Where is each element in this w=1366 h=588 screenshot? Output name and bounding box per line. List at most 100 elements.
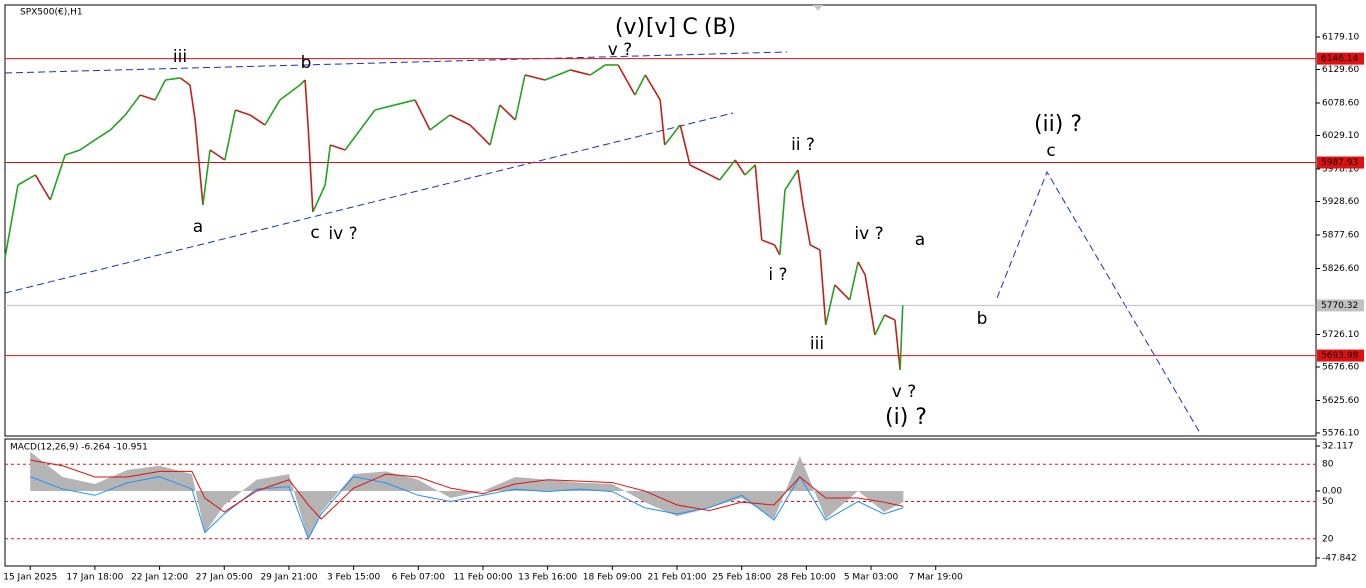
price-segment	[359, 109, 376, 131]
wave-label: a	[193, 217, 203, 237]
price-segment	[414, 99, 431, 131]
price-segment	[189, 84, 196, 121]
y-tick-label: 6129.60	[1322, 65, 1359, 75]
price-level-box	[1317, 52, 1364, 65]
price-segment	[499, 104, 516, 121]
price-segment	[394, 99, 416, 106]
y-tick-label: 6078.60	[1322, 98, 1359, 108]
price-segment	[589, 64, 606, 76]
y-tick-label: 5877.60	[1322, 230, 1359, 240]
price-segment	[264, 99, 281, 126]
price-segment	[279, 84, 301, 101]
price-segment	[719, 159, 736, 181]
macd-title: MACD(12,26,9) -6.264 -10.951	[10, 443, 148, 453]
x-tick-label: 28 Feb 10:00	[777, 573, 836, 583]
price-panel	[4, 4, 1317, 437]
signal-line	[30, 459, 904, 520]
wave-label: a	[915, 230, 925, 250]
chart-title: SPX500(€),H1	[20, 8, 83, 18]
price-segment	[154, 79, 167, 101]
wave-label: v ?	[608, 40, 633, 60]
price-segment	[234, 109, 251, 116]
price-segment	[802, 204, 812, 246]
wave-label: [v]	[646, 15, 676, 40]
price-segment	[489, 104, 501, 146]
wave-label: iii	[173, 47, 187, 67]
price-segment	[848, 261, 859, 301]
y-tick-label: 5676.60	[1322, 362, 1359, 372]
x-tick-label: 11 Feb 00:00	[453, 573, 512, 583]
level-label: 80	[1322, 460, 1334, 470]
price-segment	[824, 284, 836, 326]
x-tick-label: 27 Jan 05:00	[196, 573, 253, 583]
price-segment	[124, 94, 141, 116]
wave-label: iv ?	[328, 224, 357, 244]
price-segment	[634, 74, 647, 96]
price-segment	[94, 129, 111, 141]
price-segment	[312, 184, 326, 213]
price-segment	[165, 77, 181, 81]
wave-label: c	[310, 223, 319, 243]
price-segment	[17, 174, 36, 186]
price-segment	[514, 74, 526, 121]
wave-label: iii	[810, 334, 824, 354]
price-segment	[324, 144, 332, 186]
wave-label: C	[682, 15, 697, 40]
price-segment	[899, 305, 904, 371]
x-tick-label: 3 Feb 15:00	[327, 573, 381, 583]
wave-label: iv ?	[854, 224, 883, 244]
price-level-box	[1317, 156, 1364, 169]
y-tick-label: 6179.10	[1322, 32, 1359, 42]
x-tick-label: 25 Feb 18:00	[712, 573, 771, 583]
price-segment	[64, 149, 81, 156]
price-segment	[761, 239, 775, 246]
price-segment	[34, 174, 51, 201]
price-segment	[524, 74, 546, 81]
price-segment	[469, 124, 491, 146]
price-segment	[894, 319, 901, 371]
macd-tick-label: 32.117	[1322, 441, 1354, 451]
price-segment	[49, 154, 66, 201]
wave-label: (i) ?	[885, 405, 927, 430]
price-segment	[617, 64, 636, 96]
macd-tick-label: -47.842	[1322, 554, 1357, 564]
x-tick-label: 22 Jan 12:00	[131, 573, 188, 583]
price-segment	[857, 261, 866, 276]
price-segment	[209, 149, 226, 161]
price-segment	[109, 114, 126, 131]
price-segment	[809, 244, 821, 251]
price-segment	[773, 244, 781, 256]
macd-panel	[4, 438, 1317, 567]
x-tick-label: 15 Jan 2025	[3, 573, 57, 583]
price-segment	[797, 169, 804, 206]
x-tick-label: 7 Mar 19:00	[909, 573, 964, 583]
price-segment	[330, 144, 346, 151]
wave-label: (ii) ?	[1034, 112, 1082, 137]
price-segment	[299, 79, 306, 86]
price-segment	[744, 164, 756, 176]
price-segment	[884, 314, 896, 321]
price-segment	[659, 99, 666, 146]
price-level-label: 5770.32	[1321, 301, 1358, 311]
wave-label: c	[1046, 141, 1055, 161]
shift-marker	[813, 5, 823, 11]
wave-label: (B)	[704, 15, 736, 40]
y-tick-label: 5978.10	[1322, 164, 1359, 174]
price-segment	[194, 119, 204, 206]
price-segment	[864, 274, 876, 336]
price-segment	[709, 174, 721, 181]
price-segment	[570, 69, 591, 76]
price-segment	[874, 314, 886, 336]
price-segment	[664, 124, 681, 146]
price-level-box	[1317, 349, 1364, 362]
price-segment	[202, 149, 211, 206]
level-label: 50	[1322, 497, 1334, 507]
macd-tick-label: 0.00	[1322, 486, 1342, 496]
y-tick-label: 5726.10	[1322, 330, 1359, 340]
price-segment	[224, 109, 237, 161]
x-tick-label: 6 Feb 07:00	[392, 573, 446, 583]
price-level-box	[1317, 299, 1364, 312]
price-segment	[834, 284, 851, 301]
upper-trendline	[4, 51, 788, 74]
price-segment	[307, 129, 314, 213]
